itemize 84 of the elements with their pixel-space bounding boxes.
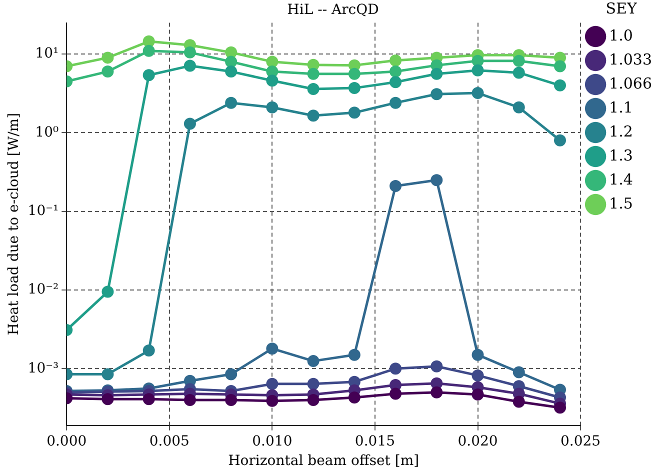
point <box>225 96 238 109</box>
x-axis-title: Horizontal beam offset [m] <box>228 453 420 470</box>
point <box>102 66 114 78</box>
point <box>307 378 320 390</box>
x-tick-label: 0.010 <box>252 433 292 450</box>
y-tick-label: 10⁻² <box>28 282 59 298</box>
legend-label: 1.4 <box>609 170 633 188</box>
legend-label: 1.066 <box>609 74 652 92</box>
point <box>142 69 155 82</box>
point <box>472 87 484 100</box>
legend-title: SEY <box>606 0 638 18</box>
point <box>554 79 566 92</box>
point <box>512 101 525 114</box>
point <box>307 355 320 368</box>
point <box>307 110 320 122</box>
point <box>348 82 360 94</box>
point <box>266 56 278 68</box>
legend-label: 1.033 <box>609 50 652 68</box>
point <box>348 68 360 80</box>
chart-title: HiL -- ArcQD <box>287 2 379 18</box>
point <box>348 348 360 361</box>
point <box>102 393 114 406</box>
point <box>142 393 155 406</box>
point <box>348 392 360 404</box>
point <box>307 68 320 80</box>
y-tick-label: 10¹ <box>35 46 59 62</box>
point <box>266 101 278 114</box>
legend-label: 1.5 <box>609 194 633 212</box>
point <box>472 64 484 76</box>
point <box>266 394 278 407</box>
point <box>430 386 443 398</box>
point <box>184 394 196 406</box>
point <box>390 66 402 78</box>
point <box>184 60 196 72</box>
point <box>102 368 114 380</box>
legend-label: 1.0 <box>609 26 633 44</box>
point <box>390 180 402 192</box>
point <box>102 286 114 298</box>
point <box>554 134 566 146</box>
point <box>472 369 484 382</box>
point <box>512 54 525 67</box>
x-tick-label: 0.005 <box>149 433 190 450</box>
point <box>390 96 402 109</box>
y-axis-title: Heat load due to e-cloud [W/m] <box>6 112 22 336</box>
point <box>142 344 155 357</box>
point <box>390 388 402 400</box>
legend-label: 1.3 <box>609 146 633 164</box>
x-tick-label: 0.015 <box>354 433 396 450</box>
point <box>307 394 320 406</box>
y-tick-label: 10⁻³ <box>28 360 59 376</box>
point <box>225 56 238 68</box>
point <box>307 82 320 95</box>
point <box>512 366 525 378</box>
x-tick-label: 0.025 <box>560 433 601 450</box>
legend-label: 1.1 <box>609 98 633 116</box>
point <box>184 46 196 58</box>
legend-label: 1.2 <box>609 122 633 140</box>
point <box>225 66 238 78</box>
point <box>142 44 155 57</box>
point <box>266 342 278 355</box>
point <box>554 402 566 414</box>
y-tick-label: 10⁻¹ <box>28 203 59 220</box>
point <box>102 52 114 64</box>
y-tick-label: 10⁰ <box>35 124 59 140</box>
point <box>554 60 566 72</box>
x-tick-label: 0.000 <box>46 433 87 450</box>
point <box>472 388 484 400</box>
point <box>430 174 443 186</box>
point <box>225 368 238 380</box>
point <box>512 66 525 79</box>
point <box>390 76 402 88</box>
x-tick-label: 0.020 <box>458 433 498 450</box>
point <box>390 54 402 66</box>
point <box>225 394 238 406</box>
point <box>472 348 484 361</box>
point <box>390 362 402 375</box>
point <box>348 106 360 119</box>
point <box>430 360 443 372</box>
point <box>512 396 525 408</box>
point <box>430 68 443 80</box>
point <box>266 378 278 390</box>
point <box>430 88 443 100</box>
point <box>184 118 196 130</box>
point <box>266 74 278 87</box>
